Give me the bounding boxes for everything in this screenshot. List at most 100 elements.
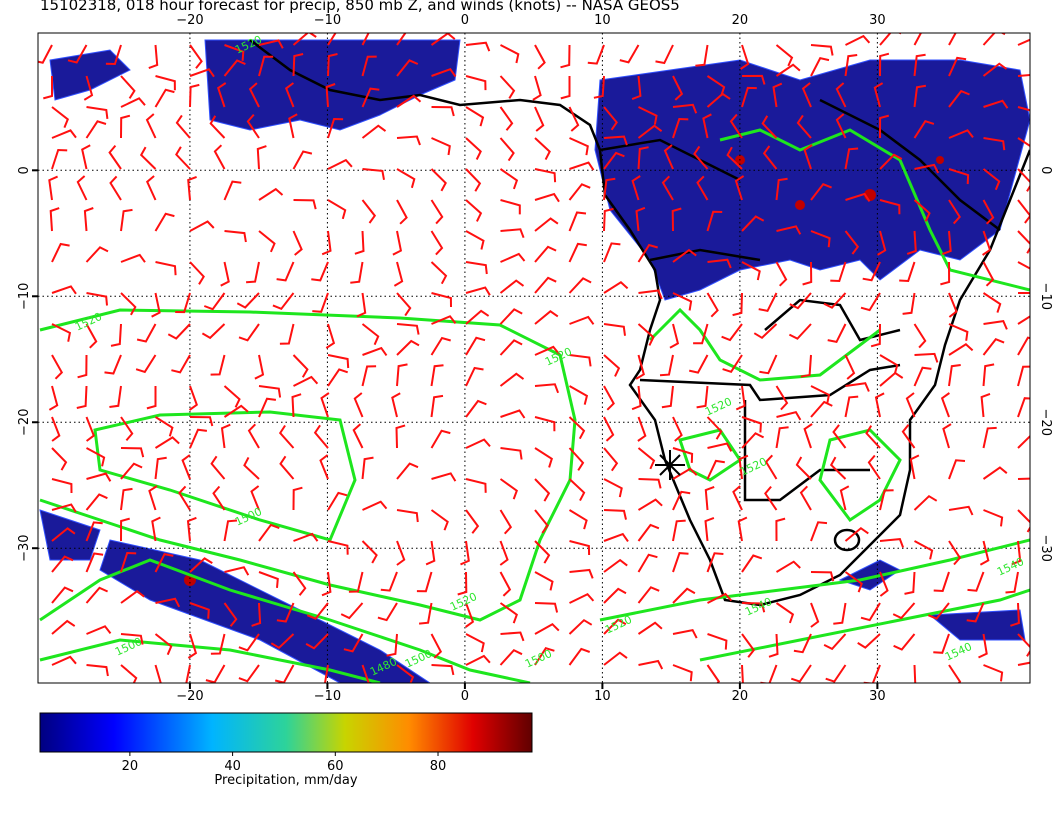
wind-barb [292,230,303,256]
lon-label-top: 0 [461,13,469,28]
wind-barb [431,292,452,308]
wind-barb [823,633,847,651]
wind-barb [293,532,319,542]
wind-barb [830,261,847,283]
lat-label-right: −20 [1038,409,1053,436]
wind-barb [672,490,691,511]
wind-barb [706,552,724,573]
wind-barb [155,261,177,276]
wind-barb [154,416,174,437]
wind-barb [568,416,586,440]
wind-barb [913,199,931,222]
wind-barb [638,106,658,125]
wind-barb [465,602,475,628]
wind-barb [603,509,627,520]
wind-barb [327,368,349,387]
wind-barb [430,336,451,356]
wind-barb [827,323,847,344]
wind-barb [154,633,173,656]
wind-barb [568,447,585,471]
wind-barb [465,336,486,356]
wind-barb [940,261,951,286]
wind-barb [361,124,387,139]
wind-barb [321,571,332,597]
wind-barb [139,146,157,170]
lat-label-right: −30 [1038,534,1053,561]
wind-barb [51,323,72,342]
wind-barb [465,106,485,127]
wind-barb [38,44,53,64]
wind-barb [51,478,73,494]
wind-barb [109,175,122,201]
wind-barb [500,44,520,64]
wind-barb [659,354,674,377]
wind-barb [860,292,881,312]
wind-barb [431,472,457,482]
wind-barb [85,493,108,511]
wind-barb [587,44,605,65]
wind-barb [1017,315,1030,325]
wind-barb [396,199,408,225]
wind-barb [844,395,859,418]
wind-barb [874,392,885,418]
wind-barb [86,292,108,306]
wind-barb [810,521,828,542]
wind-barb [396,540,406,566]
wind-barb [292,53,304,77]
wind-barb [203,292,226,311]
wind-barb [465,75,487,91]
wind-barb [534,168,557,183]
wind-barb [465,633,485,653]
title: 15102318, 018 hour forecast for precip, … [40,0,680,14]
wind-barb [250,485,260,511]
lon-label-top: −10 [314,13,341,28]
wind-barb [865,425,881,449]
wind-barb [983,99,1009,109]
wind-barb [499,137,515,162]
wind-barb [948,505,974,516]
wind-barb [416,571,433,593]
wind-barb [51,106,70,128]
wind-barb [737,516,748,542]
wind-barb [1017,397,1030,418]
wind-barb [352,423,364,449]
wind-barb [251,602,262,627]
wind-barb [120,114,131,139]
wind-barb [362,346,388,356]
wind-barb [284,82,295,108]
contour-label: 1520 [73,310,104,334]
wind-barb [776,410,802,421]
wind-barb [532,75,542,101]
wind-barb [534,245,557,263]
wind-barb [224,44,245,61]
wind-barb [672,628,698,639]
wind-barb [1017,74,1030,77]
wind-barb [220,261,230,287]
wind-barb [706,416,723,440]
wind-barb [224,230,247,243]
wind-barb [1017,199,1030,224]
wind-barb [323,664,329,683]
wind-barb [899,261,916,283]
wind-barb [499,308,523,325]
wind-barb [499,571,512,597]
wind-barb [386,633,398,657]
wind-barb [534,192,560,203]
wind-barb [914,163,940,174]
wind-barb [1017,365,1030,387]
wind-barb [982,33,1006,46]
wind-barb [568,183,591,201]
wind-barb [292,354,309,378]
wind-barb [327,199,347,220]
wind-barb [105,44,122,66]
wind-barbs [38,33,1030,683]
wind-barb [726,146,743,170]
wind-barb [499,339,523,356]
wind-barb [879,52,890,77]
wind-barb [86,664,109,677]
wind-barb [603,207,614,232]
wind-barb [154,436,180,449]
wind-barb [775,602,795,624]
wind-barb [948,323,969,341]
